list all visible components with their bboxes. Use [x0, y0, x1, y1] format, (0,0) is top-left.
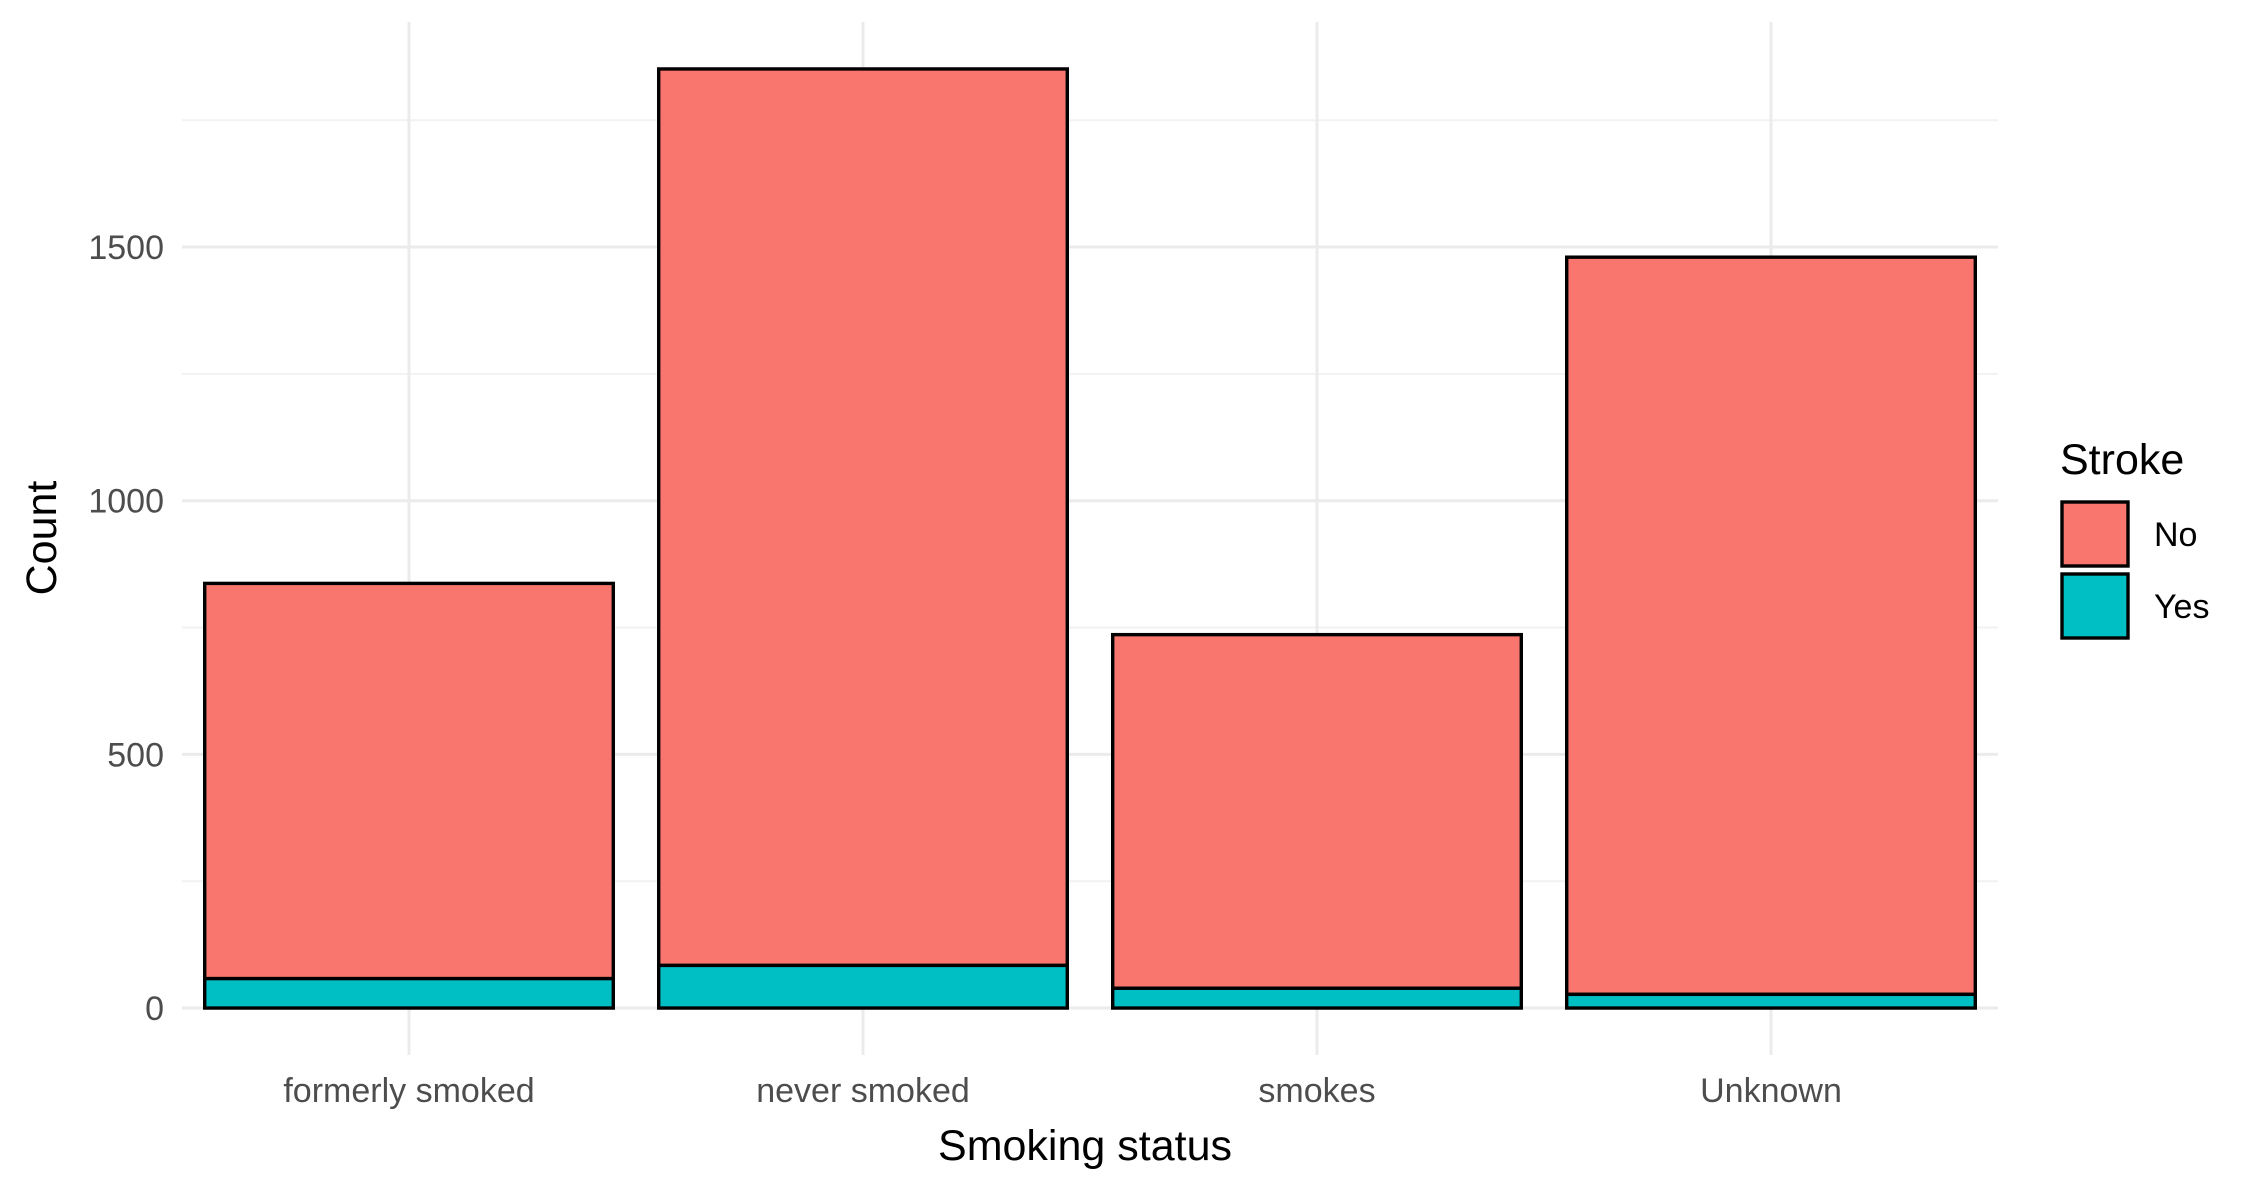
bar-yes-2	[1110, 986, 1523, 1010]
y-tick-label-3: 1500	[88, 229, 164, 267]
x-tick-label-3: Unknown	[1700, 1072, 1842, 1110]
legend-key-yes	[2060, 572, 2130, 640]
bar-yes-1	[657, 963, 1070, 1010]
x-tick-label-2: smokes	[1258, 1072, 1375, 1110]
legend-label-yes: Yes	[2154, 588, 2209, 626]
legend-label-no: No	[2154, 516, 2197, 554]
y-axis-title: Count	[18, 481, 66, 596]
legend-key-no	[2060, 500, 2130, 568]
bars	[202, 67, 1977, 1010]
x-axis-title: Smoking status	[938, 1122, 1232, 1170]
y-tick-label-2: 1000	[88, 483, 164, 521]
x-tick-label-1: never smoked	[756, 1072, 970, 1110]
y-axis-ticks: 0 500 1000 1500	[88, 229, 164, 1028]
y-tick-label-0: 0	[145, 990, 164, 1028]
legend-items: No Yes	[2060, 500, 2209, 640]
legend-title: Stroke	[2060, 436, 2184, 484]
y-tick-label-1: 500	[107, 736, 164, 774]
bar-yes-0	[202, 976, 616, 1010]
bar-no-3	[1564, 255, 1977, 997]
bar-no-2	[1110, 632, 1523, 990]
bar-yes-3	[1564, 992, 1977, 1010]
legend: Stroke No Yes	[2060, 436, 2209, 640]
bar-no-1	[657, 67, 1070, 968]
bar-no-0	[202, 581, 616, 981]
x-tick-label-0: formerly smoked	[283, 1072, 534, 1110]
x-axis-ticks: formerly smoked never smoked smokes Unknown	[283, 1072, 1842, 1110]
